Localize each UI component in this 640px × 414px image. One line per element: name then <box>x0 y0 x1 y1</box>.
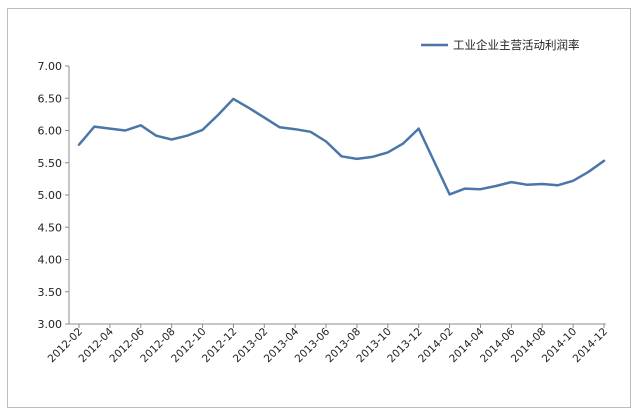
series-group <box>77 97 606 196</box>
legend: 工业企业主营活动利润率 <box>421 38 580 52</box>
y-tick-labels: 3.00 3.50 4.00 4.50 5.00 5.50 6.00 6.50 7.00 <box>38 60 63 331</box>
series-line <box>77 97 606 196</box>
y-tick-label: 6.50 <box>38 92 63 105</box>
y-tick-label: 7.00 <box>38 60 63 73</box>
y-tick-label: 5.50 <box>38 157 63 170</box>
line-chart: 3.00 3.50 4.00 4.50 5.00 5.50 6.00 6.50 7.00 201… <box>38 38 611 365</box>
y-tick-label: 3.50 <box>38 286 63 299</box>
y-tick-label: 5.00 <box>38 189 63 202</box>
y-tick-label: 4.50 <box>38 221 63 234</box>
chart-frame: 3.00 3.50 4.00 4.50 5.00 5.50 6.00 6.50 7.00 201… <box>7 8 631 408</box>
x-tick-labels: 2012-022012-042012-062012-082012-102012-… <box>46 325 611 365</box>
y-tick-label: 4.00 <box>38 254 63 267</box>
y-tick-label: 6.00 <box>38 125 63 138</box>
y-tick-label: 3.00 <box>38 318 63 331</box>
axes <box>65 65 606 328</box>
legend-label: 工业企业主营活动利润率 <box>453 38 580 52</box>
